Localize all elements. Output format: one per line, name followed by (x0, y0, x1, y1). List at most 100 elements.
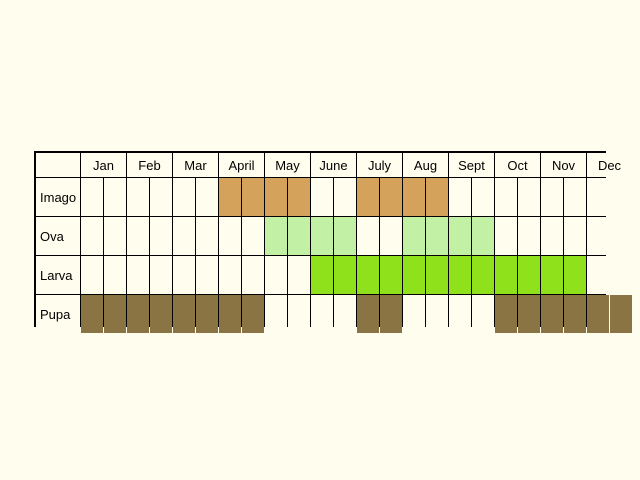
active-period-cell (357, 178, 379, 216)
period-cell (127, 217, 149, 255)
active-period-cell (403, 256, 425, 294)
period-cell (81, 256, 103, 294)
period-cell (311, 178, 333, 216)
month-header: Oct (495, 153, 540, 177)
active-period-cell (357, 256, 379, 294)
active-period-cell (104, 295, 126, 333)
active-period-cell (173, 295, 195, 333)
active-period-cell (380, 178, 402, 216)
period-cell (242, 217, 264, 255)
period-cell (426, 295, 448, 333)
active-period-cell (472, 217, 494, 255)
active-period-cell (265, 217, 287, 255)
period-cell (104, 256, 126, 294)
life-cycle-grid: Jan Feb Mar April May June July Aug Sept Oct Nov De… (34, 151, 632, 333)
period-cell (564, 217, 586, 255)
active-period-cell (311, 256, 333, 294)
period-cell (472, 178, 494, 216)
period-cell (288, 256, 310, 294)
period-cell (518, 217, 540, 255)
period-cell (564, 178, 586, 216)
active-period-cell (288, 178, 310, 216)
period-cell (242, 256, 264, 294)
period-cell (518, 178, 540, 216)
period-cell (495, 178, 517, 216)
stage-label: Larva (36, 256, 80, 294)
period-cell (541, 217, 563, 255)
active-period-cell (426, 256, 448, 294)
period-cell (173, 178, 195, 216)
period-cell (104, 178, 126, 216)
period-cell (150, 256, 172, 294)
period-cell (150, 178, 172, 216)
active-period-cell (518, 295, 540, 333)
active-period-cell (564, 295, 586, 333)
active-period-cell (541, 295, 563, 333)
period-cell (150, 217, 172, 255)
period-cell (587, 217, 609, 255)
period-cell (334, 295, 356, 333)
month-header: Aug (403, 153, 448, 177)
month-header: Nov (541, 153, 586, 177)
period-cell (104, 217, 126, 255)
active-period-cell (242, 178, 264, 216)
active-period-cell (127, 295, 149, 333)
month-header: July (357, 153, 402, 177)
active-period-cell (311, 217, 333, 255)
month-header: Mar (173, 153, 218, 177)
period-cell (173, 217, 195, 255)
month-header: April (219, 153, 264, 177)
period-cell (265, 295, 287, 333)
active-period-cell (518, 256, 540, 294)
period-cell (288, 295, 310, 333)
active-period-cell (541, 256, 563, 294)
month-header: June (311, 153, 356, 177)
header-corner (36, 153, 80, 177)
period-cell (219, 256, 241, 294)
month-header: Jan (81, 153, 126, 177)
period-cell (173, 256, 195, 294)
active-period-cell (196, 295, 218, 333)
stage-label: Imago (36, 178, 80, 216)
period-cell (449, 295, 471, 333)
active-period-cell (403, 217, 425, 255)
active-period-cell (150, 295, 172, 333)
active-period-cell (610, 295, 632, 333)
active-period-cell (564, 256, 586, 294)
period-cell (610, 256, 632, 294)
active-period-cell (334, 256, 356, 294)
stage-label: Ova (36, 217, 80, 255)
active-period-cell (265, 178, 287, 216)
month-header: May (265, 153, 310, 177)
active-period-cell (357, 295, 379, 333)
active-period-cell (426, 217, 448, 255)
period-cell (449, 178, 471, 216)
month-header: Feb (127, 153, 172, 177)
period-cell (311, 295, 333, 333)
period-cell (127, 256, 149, 294)
period-cell (81, 217, 103, 255)
period-cell (587, 256, 609, 294)
period-cell (127, 178, 149, 216)
period-cell (196, 256, 218, 294)
active-period-cell (426, 178, 448, 216)
period-cell (357, 217, 379, 255)
period-cell (196, 178, 218, 216)
period-cell (495, 217, 517, 255)
month-header: Sept (449, 153, 494, 177)
active-period-cell (495, 256, 517, 294)
period-cell (334, 178, 356, 216)
active-period-cell (472, 256, 494, 294)
active-period-cell (81, 295, 103, 333)
active-period-cell (495, 295, 517, 333)
period-cell (403, 295, 425, 333)
active-period-cell (587, 295, 609, 333)
stage-label: Pupa (36, 295, 80, 333)
active-period-cell (380, 295, 402, 333)
period-cell (472, 295, 494, 333)
period-cell (380, 217, 402, 255)
active-period-cell (449, 217, 471, 255)
month-header: Dec (587, 153, 632, 177)
active-period-cell (334, 217, 356, 255)
